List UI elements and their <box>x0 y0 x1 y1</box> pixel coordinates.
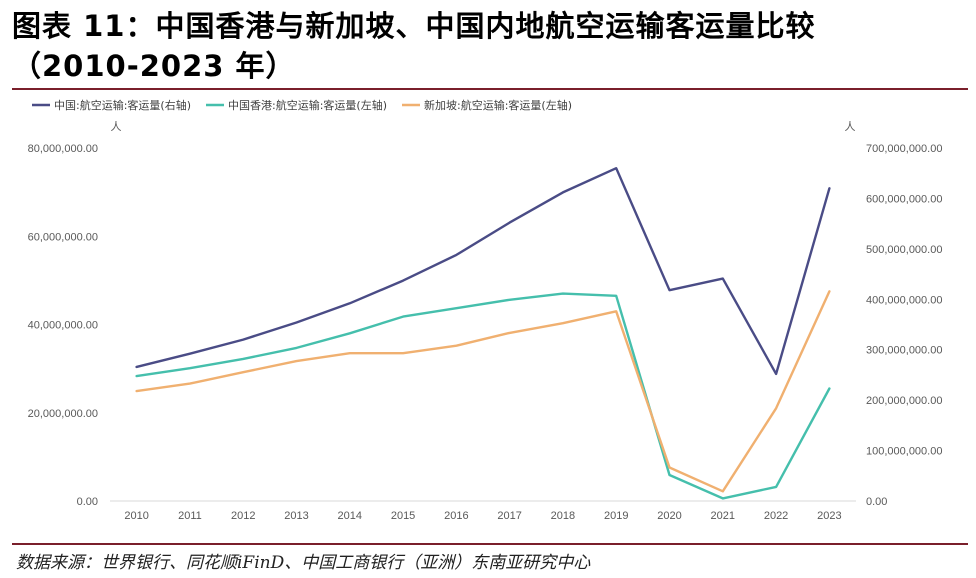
x-axis-tick-label: 2012 <box>231 510 255 522</box>
right-axis-tick-label: 300,000,000.00 <box>866 345 942 357</box>
x-axis-tick-label: 2011 <box>178 510 202 522</box>
x-axis-tick-label: 2018 <box>551 510 575 522</box>
x-axis-tick-label: 2016 <box>444 510 468 522</box>
right-axis-tick-label: 100,000,000.00 <box>866 446 942 458</box>
source-note: 数据来源：世界银行、同花顺iFinD、中国工商银行（亚洲）东南亚研究中心 <box>16 553 591 573</box>
footer-divider <box>12 543 968 545</box>
chart-title: 图表 11：中国香港与新加坡、中国内地航空运输客运量比较 （2010-2023 … <box>12 6 967 86</box>
right-axis-tick-label: 400,000,000.00 <box>866 294 942 306</box>
x-axis-tick-label: 2023 <box>817 510 841 522</box>
right-axis-tick-label: 0.00 <box>866 496 887 508</box>
legend-label-3: 新加坡:航空运输:客运量(左轴) <box>424 98 572 112</box>
left-axis-tick-label: 20,000,000.00 <box>28 408 98 420</box>
left-axis-unit: 人 <box>111 120 122 133</box>
title-divider <box>12 88 968 90</box>
right-axis-tick-label: 500,000,000.00 <box>866 244 942 256</box>
x-axis-tick-label: 2010 <box>124 510 148 522</box>
series-line-2 <box>135 292 831 500</box>
legend-label-2: 中国香港:航空运输:客运量(左轴) <box>228 98 387 112</box>
x-axis-tick-label: 2022 <box>764 510 788 522</box>
x-axis-tick-label: 2021 <box>711 510 735 522</box>
chart-title-line-1: 图表 11：中国香港与新加坡、中国内地航空运输客运量比较 <box>12 9 816 43</box>
left-axis-tick-label: 0.00 <box>77 496 98 508</box>
left-axis-tick-label: 40,000,000.00 <box>28 320 98 332</box>
x-axis-tick-label: 2015 <box>391 510 415 522</box>
x-axis-tick-label: 2020 <box>657 510 681 522</box>
right-axis-tick-label: 200,000,000.00 <box>866 395 942 407</box>
right-axis-tick-label: 600,000,000.00 <box>866 193 942 205</box>
x-axis-tick-label: 2017 <box>497 510 521 522</box>
legend-label-1: 中国:航空运输:客运量(右轴) <box>54 98 191 112</box>
right-axis-tick-label: 700,000,000.00 <box>866 143 942 155</box>
left-axis-tick-label: 60,000,000.00 <box>28 231 98 243</box>
series-line-1 <box>135 166 831 376</box>
right-axis-unit: 人 <box>845 120 856 133</box>
series-line-3 <box>135 290 831 493</box>
x-axis-tick-label: 2014 <box>338 510 362 522</box>
x-axis-tick-label: 2019 <box>604 510 628 522</box>
x-axis-tick-label: 2013 <box>284 510 308 522</box>
chart-title-line-2: （2010-2023 年） <box>12 49 296 83</box>
left-axis-tick-label: 80,000,000.00 <box>28 143 98 155</box>
